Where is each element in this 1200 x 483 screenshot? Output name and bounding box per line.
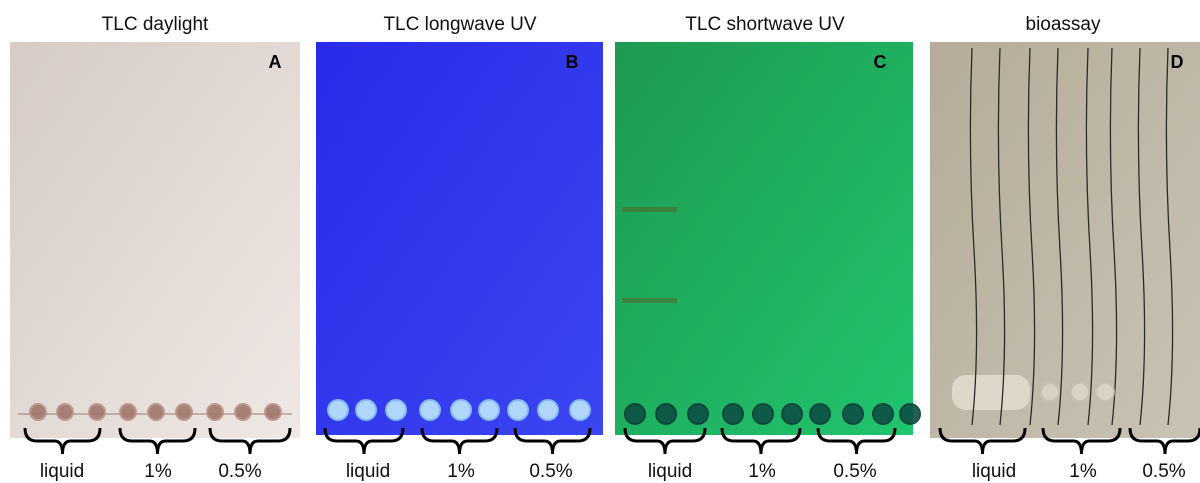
spot (89, 404, 105, 420)
panel-title: bioassay (1026, 14, 1101, 35)
spot (479, 400, 499, 420)
spot (688, 404, 708, 424)
plate (316, 42, 603, 435)
panel-letter: C (874, 52, 887, 72)
spot (753, 404, 773, 424)
spot (900, 404, 920, 424)
band (622, 298, 677, 303)
spot (30, 404, 46, 420)
figure: TLC daylight Aliquid 1% 0.5% TLC longwave UV… (0, 0, 1200, 483)
panel-letter: A (269, 52, 282, 72)
group-label: liquid (972, 461, 1016, 482)
group-label: 1% (1069, 461, 1097, 482)
spot (625, 404, 645, 424)
spot (328, 400, 348, 420)
spot (235, 404, 251, 420)
panel-letter: B (566, 52, 579, 72)
spot (57, 404, 73, 420)
panel-title: TLC longwave UV (383, 14, 536, 35)
group-label: liquid (648, 461, 692, 482)
group-label: 1% (144, 461, 172, 482)
spot (782, 404, 802, 424)
spot (723, 404, 743, 424)
spot (656, 404, 676, 424)
plate (615, 42, 913, 435)
spot (1096, 383, 1114, 401)
spot (538, 400, 558, 420)
spot (843, 404, 863, 424)
group-label: liquid (346, 461, 390, 482)
spot (873, 404, 893, 424)
plate (10, 42, 300, 438)
spot (810, 404, 830, 424)
panel-letter: D (1171, 52, 1184, 72)
spot (207, 404, 223, 420)
group-label: 0.5% (218, 461, 261, 482)
spot (420, 400, 440, 420)
panel-title: TLC shortwave UV (685, 14, 845, 35)
group-label: 0.5% (833, 461, 876, 482)
spot (148, 404, 164, 420)
spot (451, 400, 471, 420)
spot (1071, 383, 1089, 401)
panel-title: TLC daylight (102, 14, 209, 35)
group-label: 1% (447, 461, 475, 482)
group-label: 0.5% (529, 461, 572, 482)
inhibition-zone (952, 375, 1030, 410)
spot (508, 400, 528, 420)
spot (570, 400, 590, 420)
spot (356, 400, 376, 420)
spot (265, 404, 281, 420)
page: TLC daylight Aliquid 1% 0.5% TLC longwave UV… (0, 0, 1200, 483)
group-label: liquid (40, 461, 84, 482)
group-label: 1% (748, 461, 776, 482)
group-label: 0.5% (1142, 461, 1185, 482)
spot (386, 400, 406, 420)
band (622, 207, 677, 212)
spot (1041, 383, 1059, 401)
spot (120, 404, 136, 420)
spot (176, 404, 192, 420)
